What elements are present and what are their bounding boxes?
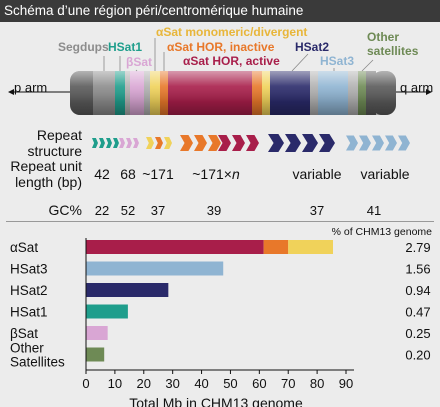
label-segdups: Segdups [58, 40, 109, 54]
repeat-glyph-hsat3 [359, 135, 371, 151]
unit-length-hsat1: 42 [94, 166, 110, 182]
bar-2-0 [86, 283, 169, 297]
repeat-glyph-asat-active [218, 135, 231, 151]
repeat-glyph-hsat3 [346, 135, 358, 151]
x-axis-label: Total Mb in CHM13 genome [129, 395, 303, 407]
percent-value: 0.47 [405, 305, 430, 320]
label-asat-inactive: αSat HOR, inactive [167, 40, 275, 54]
gc-hsat2: 37 [309, 203, 325, 218]
x-tick-label: 80 [310, 376, 324, 391]
unit-length-asat-mono: ~171 [142, 166, 174, 182]
repeat-glyph-hsat1 [99, 138, 105, 148]
x-tick-label: 0 [82, 376, 89, 391]
repeat-glyph-hsat2 [302, 134, 318, 152]
page-title: Schéma d’une région péri/centromérique h… [4, 3, 304, 18]
category-label: HSat2 [10, 283, 48, 298]
repeat-glyph-hsat3 [372, 135, 384, 151]
title-bar: Schéma d’une région péri/centromérique h… [0, 0, 440, 22]
x-tick-label: 40 [194, 376, 208, 391]
x-tick-label: 90 [339, 376, 353, 391]
x-tick-label: 30 [165, 376, 179, 391]
repeat-glyph-asat-mono [155, 137, 163, 149]
x-tick-label: 10 [108, 376, 122, 391]
category-label: Satellites [10, 355, 65, 370]
bar-5-0 [86, 347, 105, 362]
bar-3-0 [86, 304, 128, 319]
bar-0-1 [263, 240, 289, 254]
gc-asat-hor: 39 [206, 203, 222, 218]
category-label: HSat1 [10, 305, 48, 320]
repeat-glyph-asat-inactive [180, 135, 193, 151]
bar-0-2 [288, 240, 333, 254]
x-tick-label: 60 [252, 376, 266, 391]
percent-value: 0.25 [405, 326, 430, 341]
category-label: Other [10, 341, 44, 356]
divider [6, 221, 434, 222]
repeat-glyph-bsat [119, 138, 125, 148]
repeat-glyph-hsat3 [385, 135, 397, 151]
gc-asat-mono: 37 [150, 203, 166, 218]
repeat-glyph-hsat2 [285, 134, 301, 152]
repeat-glyph-asat-mono [146, 137, 154, 149]
p-arm-arrowhead [8, 89, 14, 95]
repeat-glyph-asat-inactive [194, 135, 207, 151]
label-p-arm: p arm [14, 80, 48, 95]
x-tick-label: 20 [137, 376, 151, 391]
label-other-satellites: Other satellites [367, 30, 419, 58]
gc-bsat: 52 [120, 203, 136, 218]
category-label: βSat [10, 326, 38, 341]
row-label-gc: GC% [48, 202, 82, 218]
repeat-glyph-bsat [133, 138, 139, 148]
unit-length-hsat2: variable [292, 166, 342, 182]
percent-value: 0.94 [405, 283, 430, 298]
label-asat-active: αSat HOR, active [183, 54, 280, 68]
repeat-glyph-hsat2 [268, 134, 284, 152]
chromosome-bar [70, 71, 396, 115]
unit-length-bsat: 68 [120, 166, 136, 182]
repeat-structure-glyphs [92, 134, 410, 152]
repeat-glyph-bsat [126, 138, 132, 148]
repeat-glyph-hsat1 [113, 138, 119, 148]
percent-value: 1.56 [405, 262, 430, 277]
row-label-unit-length: Repeat unit length (bp) [10, 158, 82, 190]
repeat-glyph-hsat1 [92, 138, 98, 148]
percent-value: 2.79 [405, 240, 430, 255]
row-label-repeat-structure: Repeat structure [27, 127, 82, 159]
bar-4-0 [86, 326, 108, 340]
label-q-arm: q arm [400, 80, 434, 95]
label-asat-mono: αSat monomeric/divergent [156, 25, 308, 39]
q-arm-arrowhead [426, 89, 432, 95]
category-label: αSat [10, 240, 38, 255]
unit-length-asat-hor: ~171×n [192, 166, 240, 182]
repeat-glyph-asat-mono [164, 137, 172, 149]
x-tick-label: 70 [281, 376, 295, 391]
percent-header: % of CHM13 genome [332, 226, 433, 238]
unit-length-hsat3: variable [360, 166, 410, 182]
repeat-glyph-asat-active [232, 135, 245, 151]
category-label: HSat3 [10, 262, 48, 277]
gc-hsat1: 22 [94, 203, 110, 218]
bar-1-0 [86, 261, 224, 276]
percent-value: 0.20 [405, 348, 430, 363]
x-tick-label: 50 [223, 376, 237, 391]
repeat-glyph-hsat3 [398, 135, 410, 151]
label-hsat1: HSat1 [108, 40, 143, 54]
label-bsat: βSat [126, 55, 152, 69]
satellite-bar-chart: % of CHM13 genome αSat 2.79 HSat3 1.56 HSat2 0… [10, 226, 433, 407]
repeat-glyph-hsat2 [319, 134, 335, 152]
label-hsat2: HSat2 [295, 40, 330, 54]
unit-length-n: n [231, 166, 240, 182]
label-hsat3: HSat3 [320, 54, 355, 68]
repeat-glyph-hsat1 [106, 138, 112, 148]
gc-hsat3: 41 [366, 203, 382, 218]
bar-0-0 [86, 240, 264, 254]
chromosome-diagram [8, 38, 432, 152]
repeat-glyph-asat-inactive [208, 135, 221, 151]
repeat-glyph-asat-active [246, 135, 259, 151]
